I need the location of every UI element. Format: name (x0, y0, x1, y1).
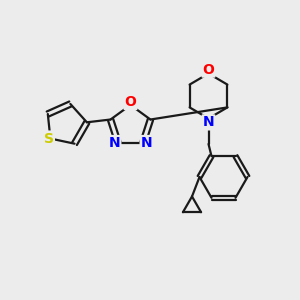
Text: N: N (141, 136, 152, 150)
Text: N: N (203, 116, 214, 129)
Text: O: O (202, 63, 214, 76)
Text: O: O (124, 95, 136, 109)
Text: N: N (109, 136, 120, 150)
Text: S: S (44, 132, 54, 145)
